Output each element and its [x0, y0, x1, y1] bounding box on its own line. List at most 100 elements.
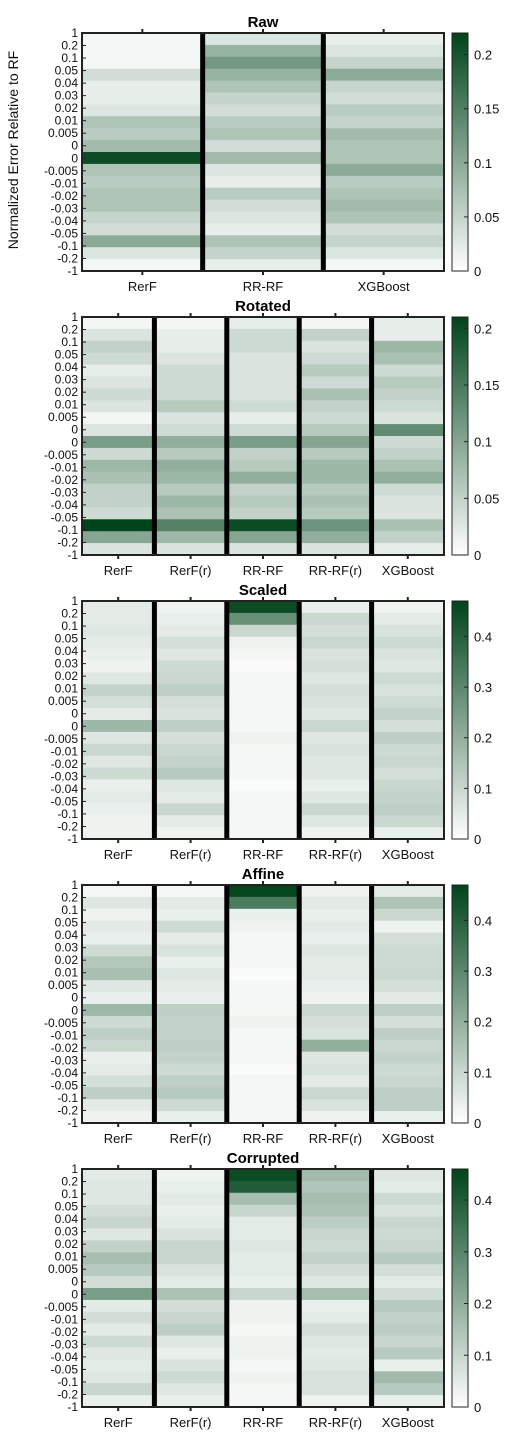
- heatmap-cell: [227, 1217, 300, 1229]
- heatmap-cell: [82, 188, 203, 200]
- heatmap-cell: [154, 543, 227, 555]
- y-tick-label: -1: [67, 264, 78, 278]
- heatmap-cell: [82, 684, 155, 696]
- heatmap-cell: [372, 1217, 445, 1229]
- heatmap-cell: [372, 684, 445, 696]
- heatmap-cell: [299, 1276, 372, 1288]
- heatmap-cell: [154, 1028, 227, 1040]
- heatmap-cell: [299, 400, 372, 412]
- heatmap-cell: [82, 448, 155, 460]
- heatmap-cell: [82, 1004, 155, 1016]
- heatmap-cell: [299, 968, 372, 980]
- heatmap-cell: [82, 1016, 155, 1028]
- heatmap-cell: [154, 696, 227, 708]
- heatmap-cell: [154, 1064, 227, 1076]
- heatmap-cell: [299, 921, 372, 933]
- heatmap-cell: [154, 341, 227, 353]
- heatmap-cell: [372, 1181, 445, 1193]
- heatmap-cell: [372, 1087, 445, 1099]
- heatmap-cell: [372, 1371, 445, 1383]
- heatmap-cell: [82, 507, 155, 519]
- panel-title: Rotated: [235, 298, 291, 315]
- heatmap-cell: [82, 980, 155, 992]
- heatmap-cell: [82, 104, 203, 116]
- heatmap-cell: [227, 1205, 300, 1217]
- heatmap-cell: [299, 933, 372, 945]
- heatmap-cell: [154, 1111, 227, 1123]
- heatmap-cell: [372, 720, 445, 732]
- heatmap-cell: [154, 1099, 227, 1111]
- heatmap-cell: [82, 1111, 155, 1123]
- heatmap-cell: [154, 684, 227, 696]
- heatmap-cell: [154, 1300, 227, 1312]
- heatmap-cell: [299, 768, 372, 780]
- heatmap-cell: [154, 708, 227, 720]
- x-tick-label: RerF: [104, 563, 133, 578]
- heatmap-cell: [154, 329, 227, 341]
- x-tick-label: RerF(r): [170, 1415, 212, 1430]
- heatmap-cell: [227, 1371, 300, 1383]
- heatmap-cell: [323, 33, 444, 45]
- heatmap-cell: [372, 1312, 445, 1324]
- heatmap-cell: [227, 1169, 300, 1181]
- heatmap-cell: [82, 649, 155, 661]
- heatmap-cell: [372, 1229, 445, 1241]
- heatmap-cell: [82, 519, 155, 531]
- heatmap-cell: [154, 1217, 227, 1229]
- heatmap-cell: [82, 164, 203, 176]
- heatmap-cell: [82, 128, 203, 140]
- heatmap-cell: [82, 1075, 155, 1087]
- heatmap-cell: [372, 365, 445, 377]
- colorbar-tick-label: 0.15: [474, 378, 499, 393]
- heatmap-cell: [82, 1300, 155, 1312]
- heatmap-cell: [323, 223, 444, 235]
- heatmap-cell: [82, 613, 155, 625]
- heatmap-cell: [227, 448, 300, 460]
- heatmap-cell: [154, 1169, 227, 1181]
- heatmap-cell: [203, 45, 324, 57]
- heatmap-cell: [154, 496, 227, 508]
- heatmap-cell: [299, 1193, 372, 1205]
- heatmap-cell: [323, 57, 444, 69]
- heatmap-cell: [299, 412, 372, 424]
- heatmap-cell: [154, 507, 227, 519]
- heatmap-cell: [227, 1087, 300, 1099]
- heatmap-cell: [372, 708, 445, 720]
- heatmap-cell: [227, 601, 300, 613]
- heatmap-cell: [299, 613, 372, 625]
- heatmap-cell: [154, 1004, 227, 1016]
- heatmap-cell: [372, 1169, 445, 1181]
- y-axis-label: Normalized Error Relative to RF: [5, 51, 21, 249]
- panel-title: Affine: [242, 866, 285, 883]
- heatmap-cell: [299, 803, 372, 815]
- heatmap-cell: [154, 1264, 227, 1276]
- heatmap-cell: [299, 353, 372, 365]
- heatmap-cell: [299, 1111, 372, 1123]
- heatmap-cell: [82, 93, 203, 105]
- heatmap-cell: [299, 1052, 372, 1064]
- heatmap-cell: [227, 543, 300, 555]
- heatmap-cell: [82, 933, 155, 945]
- heatmap-cell: [372, 329, 445, 341]
- heatmap-cell: [372, 672, 445, 684]
- heatmap-cell: [227, 921, 300, 933]
- colorbar-tick-label: 0.3: [474, 1245, 492, 1260]
- heatmap-cell: [299, 827, 372, 839]
- heatmap-cell: [227, 1040, 300, 1052]
- heatmap-cell: [82, 484, 155, 496]
- heatmap-cell: [299, 377, 372, 389]
- heatmap-cell: [227, 803, 300, 815]
- heatmap-cell: [227, 329, 300, 341]
- heatmap-cell: [227, 1064, 300, 1076]
- heatmap-cell: [154, 1193, 227, 1205]
- heatmap-cell: [372, 412, 445, 424]
- heatmap-cell: [154, 637, 227, 649]
- heatmap-cell: [372, 1075, 445, 1087]
- heatmap-cell: [299, 1395, 372, 1407]
- heatmap-cell: [372, 1276, 445, 1288]
- heatmap-cell: [299, 780, 372, 792]
- colorbar-tick-label: 0.3: [474, 680, 492, 695]
- heatmap-cell: [299, 1252, 372, 1264]
- heatmap-cell: [227, 519, 300, 531]
